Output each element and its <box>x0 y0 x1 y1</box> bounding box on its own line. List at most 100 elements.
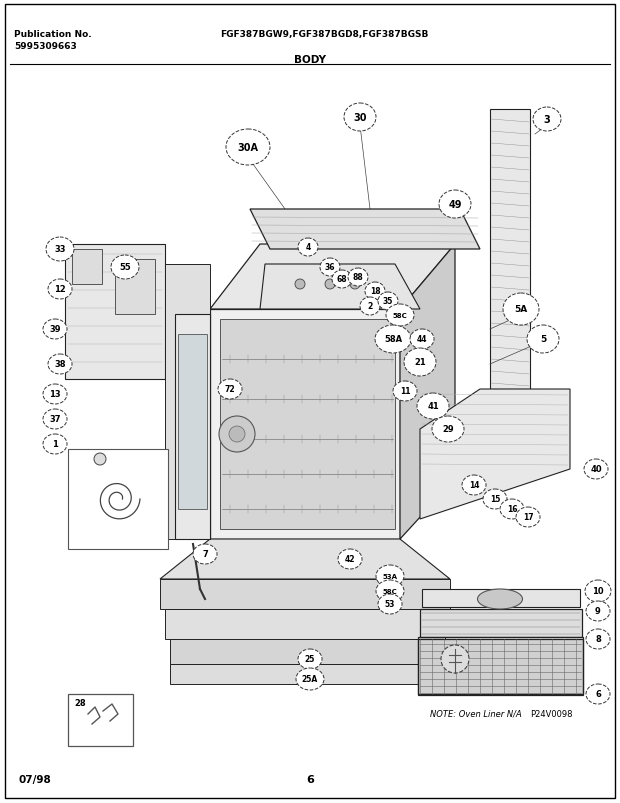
Text: 12: 12 <box>54 285 66 294</box>
Ellipse shape <box>376 581 404 602</box>
Ellipse shape <box>226 130 270 165</box>
Bar <box>418 639 583 694</box>
Ellipse shape <box>338 549 362 569</box>
Text: 18: 18 <box>370 287 380 296</box>
Text: 8: 8 <box>595 634 601 644</box>
Circle shape <box>94 454 106 466</box>
Text: 55: 55 <box>119 263 131 272</box>
Text: 15: 15 <box>490 495 500 503</box>
Text: 88: 88 <box>353 273 363 282</box>
Text: 58C: 58C <box>383 589 397 594</box>
Polygon shape <box>250 210 480 250</box>
Text: 5995309663: 5995309663 <box>14 42 77 51</box>
Text: 6: 6 <box>595 690 601 699</box>
Text: 53: 53 <box>385 600 395 609</box>
Polygon shape <box>220 320 395 529</box>
Circle shape <box>229 426 245 442</box>
Ellipse shape <box>483 489 507 509</box>
Polygon shape <box>175 315 210 540</box>
Polygon shape <box>165 609 445 639</box>
Ellipse shape <box>348 269 368 287</box>
Ellipse shape <box>503 294 539 325</box>
Circle shape <box>350 279 360 290</box>
Text: 40: 40 <box>590 465 602 474</box>
Ellipse shape <box>393 381 417 402</box>
Text: FGF387BGW9,FGF387BGD8,FGF387BGSB: FGF387BGW9,FGF387BGD8,FGF387BGSB <box>220 30 428 39</box>
Ellipse shape <box>320 259 340 277</box>
Polygon shape <box>260 265 420 310</box>
Polygon shape <box>400 245 455 540</box>
Polygon shape <box>160 540 450 579</box>
Text: P24V0098: P24V0098 <box>530 709 572 718</box>
Bar <box>418 638 583 695</box>
Text: 28: 28 <box>74 698 86 707</box>
Text: 7: 7 <box>202 550 208 559</box>
Text: 21: 21 <box>414 358 426 367</box>
Ellipse shape <box>111 255 139 279</box>
Text: 38: 38 <box>55 360 66 369</box>
Text: 37: 37 <box>49 415 61 424</box>
Ellipse shape <box>296 668 324 690</box>
Ellipse shape <box>410 329 434 349</box>
Text: 5A: 5A <box>515 305 528 314</box>
Bar <box>68 450 168 549</box>
Polygon shape <box>210 310 400 540</box>
Ellipse shape <box>462 475 486 495</box>
Ellipse shape <box>376 565 404 587</box>
Bar <box>420 609 582 638</box>
Ellipse shape <box>500 499 524 520</box>
Ellipse shape <box>43 434 67 454</box>
Text: 29: 29 <box>442 425 454 434</box>
Text: 9: 9 <box>595 607 601 616</box>
Circle shape <box>295 279 305 290</box>
Ellipse shape <box>48 279 72 300</box>
Text: 25: 25 <box>305 654 315 663</box>
Polygon shape <box>178 335 207 509</box>
Ellipse shape <box>584 459 608 479</box>
Text: Publication No.: Publication No. <box>14 30 92 39</box>
Text: 39: 39 <box>49 325 61 334</box>
Text: 58C: 58C <box>392 312 407 319</box>
Text: 58A: 58A <box>384 335 402 344</box>
Text: 35: 35 <box>383 297 393 306</box>
Ellipse shape <box>365 283 385 300</box>
Text: 3: 3 <box>544 115 551 124</box>
Ellipse shape <box>586 684 610 704</box>
Circle shape <box>441 645 469 673</box>
Ellipse shape <box>43 385 67 405</box>
Ellipse shape <box>417 393 449 419</box>
Ellipse shape <box>193 544 217 565</box>
Ellipse shape <box>477 589 523 609</box>
Ellipse shape <box>298 649 322 669</box>
Ellipse shape <box>516 507 540 528</box>
Ellipse shape <box>344 104 376 132</box>
Text: 53A: 53A <box>383 573 397 579</box>
Ellipse shape <box>404 349 436 377</box>
Ellipse shape <box>218 380 242 400</box>
Bar <box>72 250 102 284</box>
Ellipse shape <box>586 601 610 622</box>
Circle shape <box>325 279 335 290</box>
Ellipse shape <box>360 298 380 316</box>
Ellipse shape <box>332 271 352 288</box>
Ellipse shape <box>439 191 471 218</box>
Text: 33: 33 <box>55 245 66 255</box>
Ellipse shape <box>533 108 561 132</box>
Text: NOTE: Oven Liner N/A: NOTE: Oven Liner N/A <box>430 709 522 718</box>
Text: 5: 5 <box>540 335 546 344</box>
Text: BODY: BODY <box>294 55 326 65</box>
Text: 44: 44 <box>417 335 427 344</box>
Bar <box>68 694 133 746</box>
Bar <box>115 259 155 315</box>
Text: 14: 14 <box>469 481 479 490</box>
Polygon shape <box>170 639 440 664</box>
Ellipse shape <box>48 355 72 374</box>
Ellipse shape <box>378 292 398 311</box>
Bar <box>422 589 580 607</box>
Text: 41: 41 <box>427 402 439 411</box>
Text: 17: 17 <box>523 513 533 522</box>
Text: 10: 10 <box>592 587 604 596</box>
Text: 49: 49 <box>448 200 462 210</box>
Ellipse shape <box>46 238 74 262</box>
Ellipse shape <box>432 417 464 442</box>
